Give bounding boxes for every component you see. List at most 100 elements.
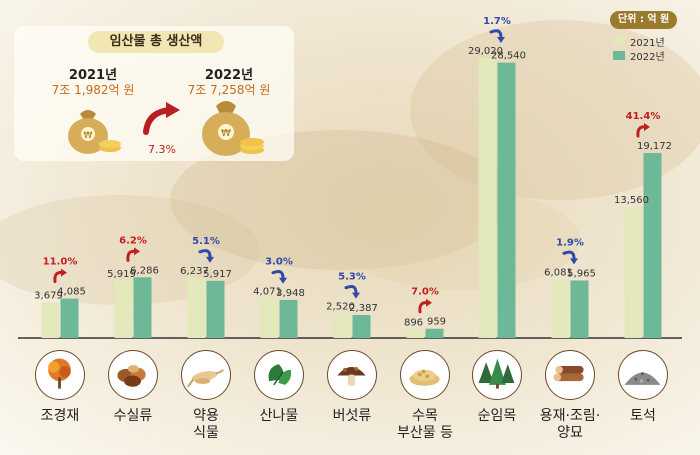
category-label: 용재·조림· 양묘 [539,408,601,441]
value-label-2022: 4,085 [57,287,86,298]
bar-2021 [406,329,425,338]
timber-logs-icon [545,350,595,400]
value-label-2021: 13,560 [614,195,649,206]
change-label: 7.0% [411,287,439,298]
decrease-arrow-icon [271,270,285,280]
value-label-2022: 6,286 [130,265,159,276]
decrease-arrowhead [279,277,287,284]
legend: 2021년 2022년 [613,34,693,63]
legend-item-2021: 2021년 [613,34,693,49]
change-label: 6.2% [119,235,147,246]
category-label: 버섯류 [332,408,372,424]
bar-2021 [260,298,279,338]
bar-2022 [352,314,371,338]
value-label-2021: 6,237 [180,266,209,277]
change-label: 1.9% [556,237,584,248]
value-label-2022: 5,965 [567,268,596,279]
bar-2021 [333,313,352,338]
bar-2022 [279,299,298,338]
increase-arrowhead [134,247,140,256]
decrease-arrow-icon [489,29,503,39]
value-label-2021: 29,020 [468,46,503,57]
bar-2022 [497,62,516,339]
conifer-trees-icon [472,350,522,400]
value-label-2021: 896 [404,317,423,328]
bar-2022 [133,277,152,338]
wild-greens-icon [254,350,304,400]
category-label: 조경재 [40,408,80,424]
legend-item-2022: 2022년 [613,48,693,63]
increase-arrow-icon [418,301,429,314]
bar-2021 [114,280,133,338]
change-label: 5.3% [338,272,366,283]
bar-2022 [570,280,589,338]
summary-title: 임산물 총 생산액 [88,31,224,53]
legend-swatch-2022 [613,50,625,60]
gravel-pile-icon [618,350,668,400]
decrease-arrowhead [352,292,360,299]
nuts-icon [108,350,158,400]
year-2022-label: 2022년 [204,68,254,83]
bar-2021 [624,207,643,338]
svg-text:₩: ₩ [221,128,231,139]
value-label-2021: 4,071 [253,287,282,298]
bar-2021 [478,58,497,338]
bar-2022 [206,280,225,338]
sawdust-pellets-icon [400,350,450,400]
value-label-2021: 2,520 [326,302,355,313]
decrease-arrowhead [206,256,214,263]
autumn-tree-icon [35,350,85,400]
change-label: 5.1% [192,236,220,247]
mushroom-icon [327,350,377,400]
value-label-2022: 959 [427,317,446,328]
total-growth-rate: 7.3% [148,143,176,156]
money-bag-small-icon: ₩ [68,110,121,154]
legend-swatch-2021 [613,36,625,46]
change-label: 3.0% [265,257,293,268]
increase-arrow-icon [636,125,647,138]
category-label: 순임목 [477,408,517,424]
value-label-2021: 6,081 [544,267,573,278]
year-2021-label: 2021년 [68,68,118,83]
bar-2021 [41,302,60,338]
category-label: 수목 부산물 등 [397,408,453,441]
increase-arrowhead [426,298,432,307]
change-label: 1.7% [483,16,511,27]
bar-2022 [643,153,662,338]
amount-2021: 7조 1,982억 원 [51,83,135,97]
category-label: 약용 식물 [193,408,219,441]
increase-arrow-icon [126,249,137,262]
value-label-2022: 3,948 [276,288,305,299]
decrease-arrow-icon [562,250,576,260]
decrease-arrowhead [497,37,505,43]
decrease-arrowhead [570,258,578,265]
category-label: 토석 [630,408,656,424]
value-label-2022: 2,387 [349,303,378,314]
value-label-2021: 3,679 [34,291,63,302]
money-bag-large-icon: ₩ [202,101,264,156]
bar-2021 [187,277,206,338]
growth-arrow-icon [143,102,180,135]
increase-arrowhead [61,268,67,277]
category-label: 수실류 [113,408,153,424]
bar-2021 [551,279,570,338]
bar-2022 [60,298,79,338]
legend-label-2022: 2022년 [630,51,665,63]
bar-2022 [425,328,444,338]
category-label: 산나물 [259,408,299,424]
ginseng-icon [181,350,231,400]
increase-arrow-icon [53,271,64,284]
decrease-arrow-icon [344,284,358,295]
change-label: 41.4% [626,111,661,122]
change-label: 11.0% [43,257,78,268]
legend-label-2021: 2021년 [630,37,665,49]
svg-text:₩: ₩ [84,131,93,141]
unit-badge: 단위 : 억 원 [610,11,678,29]
value-label-2022: 28,540 [491,51,526,62]
value-label-2022: 19,172 [637,141,672,152]
value-label-2022: 5,917 [203,269,232,280]
decrease-arrow-icon [198,249,212,259]
amount-2022: 7조 7,258억 원 [187,83,271,97]
